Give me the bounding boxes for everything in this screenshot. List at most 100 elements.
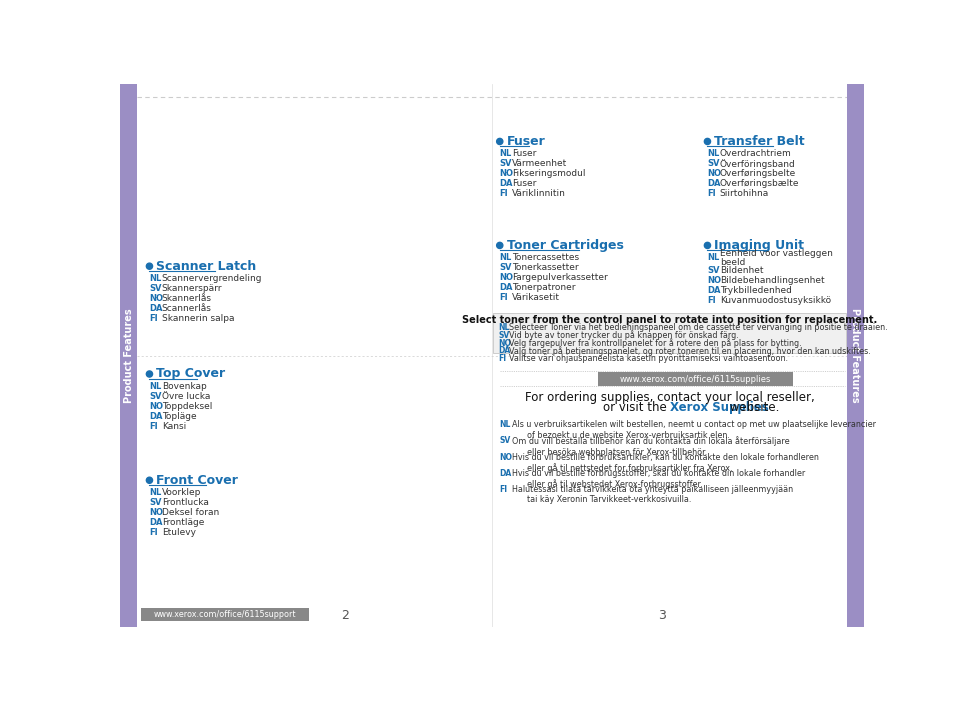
Text: DA: DA: [498, 346, 511, 356]
Text: SV: SV: [500, 159, 513, 168]
Text: Skannerspärr: Skannerspärr: [162, 284, 223, 293]
Text: Övre lucka: Övre lucka: [162, 392, 210, 401]
Text: Tonercassettes: Tonercassettes: [512, 253, 579, 262]
Text: Halutessasi tilata tarvikkeita ota yhteyttä paikalliseen jälleenmyyjään
      ta: Halutessasi tilata tarvikkeita ota yhtey…: [512, 485, 793, 504]
Text: Overføringsbælte: Overføringsbælte: [720, 180, 800, 188]
Text: Overdrachtriem: Overdrachtriem: [720, 149, 792, 158]
Text: Top Cover: Top Cover: [156, 367, 226, 380]
Text: 2: 2: [341, 608, 348, 622]
Text: NO: NO: [708, 277, 722, 285]
Text: Valg toner på betjeningspanelet, og roter toneren til en placering, hvor den kan: Valg toner på betjeningspanelet, og rote…: [509, 346, 871, 356]
Text: Topläge: Topläge: [162, 412, 197, 421]
Text: Tonerpatroner: Tonerpatroner: [512, 283, 576, 292]
Text: Product Features: Product Features: [851, 308, 860, 403]
Text: SV: SV: [150, 392, 162, 401]
Text: Om du vill beställa tillbehör kan du kontakta din lokala återförsäljare
      el: Om du vill beställa tillbehör kan du kon…: [512, 436, 790, 457]
Text: Väriklinnitin: Väriklinnitin: [512, 189, 566, 199]
Text: SV: SV: [150, 284, 162, 293]
Text: Fuser: Fuser: [512, 180, 537, 188]
Text: FI: FI: [500, 294, 509, 302]
Text: NO: NO: [150, 294, 163, 303]
Text: NL: NL: [498, 323, 510, 332]
Text: NO: NO: [500, 273, 514, 282]
Text: NL: NL: [708, 149, 720, 158]
Text: Frontläge: Frontläge: [162, 518, 204, 527]
Text: Hvis du vil bestille forbruksartikler, kan du kontakte den lokale forhandleren
 : Hvis du vil bestille forbruksartikler, k…: [512, 453, 819, 473]
Text: NL: NL: [150, 382, 161, 391]
Text: Toppdeksel: Toppdeksel: [162, 402, 212, 411]
Text: or visit the: or visit the: [603, 401, 670, 414]
Text: Scannerlås: Scannerlås: [162, 304, 212, 313]
Text: Kuvanmuodostusyksikkö: Kuvanmuodostusyksikkö: [720, 296, 831, 306]
Text: SV: SV: [708, 159, 720, 168]
Text: Product Features: Product Features: [124, 308, 133, 403]
Text: NL: NL: [500, 149, 512, 158]
Text: 3: 3: [659, 608, 666, 622]
Text: DA: DA: [500, 469, 512, 478]
Text: FI: FI: [708, 296, 716, 306]
Text: Fuser: Fuser: [507, 135, 545, 148]
Text: For ordering supplies, contact your local reseller,: For ordering supplies, contact your loca…: [525, 391, 815, 403]
Circle shape: [705, 139, 710, 144]
Circle shape: [705, 242, 710, 249]
Text: DA: DA: [150, 304, 163, 313]
FancyBboxPatch shape: [598, 372, 794, 386]
Text: NO: NO: [150, 402, 163, 411]
Text: DA: DA: [500, 180, 514, 188]
Text: NO: NO: [150, 508, 163, 517]
Text: Bildebehandlingsenhet: Bildebehandlingsenhet: [720, 277, 825, 285]
Text: DA: DA: [150, 412, 163, 421]
Text: Etulevy: Etulevy: [162, 528, 196, 537]
Text: DA: DA: [708, 287, 721, 296]
Text: FI: FI: [150, 422, 158, 431]
Text: Velg fargepulver fra kontrollpanelet for å rotere den på plass for bytting.: Velg fargepulver fra kontrollpanelet for…: [509, 338, 802, 348]
Text: Värmeenhet: Värmeenhet: [512, 159, 567, 168]
Text: Vid byte av toner trycker du på knappen för önskad färg.: Vid byte av toner trycker du på knappen …: [509, 331, 739, 341]
Text: FI: FI: [708, 189, 716, 199]
Text: NL: NL: [500, 253, 512, 262]
Text: www.xerox.com/office/6115supplies: www.xerox.com/office/6115supplies: [620, 375, 772, 384]
Text: FI: FI: [498, 354, 506, 363]
Text: SV: SV: [150, 498, 162, 507]
Text: Tonerkassetter: Tonerkassetter: [512, 263, 579, 272]
Text: Bildenhet: Bildenhet: [720, 266, 763, 275]
Text: Hvis du vil bestille forbrugsstoffer, skal du kontakte din lokale forhandler
   : Hvis du vil bestille forbrugsstoffer, sk…: [512, 469, 805, 489]
Text: www.xerox.com/office/6115support: www.xerox.com/office/6115support: [154, 610, 296, 619]
Text: Toner Cartridges: Toner Cartridges: [507, 239, 624, 252]
FancyBboxPatch shape: [120, 84, 137, 627]
Text: Fuser: Fuser: [512, 149, 537, 158]
Text: NL: NL: [150, 488, 161, 497]
Text: NL: NL: [708, 253, 720, 262]
Text: SV: SV: [498, 331, 510, 340]
Text: FI: FI: [500, 189, 509, 199]
Text: website.: website.: [726, 401, 780, 414]
Text: Skannerin salpa: Skannerin salpa: [162, 314, 234, 323]
FancyBboxPatch shape: [492, 313, 846, 353]
Text: Bovenkap: Bovenkap: [162, 382, 206, 391]
Text: Front Cover: Front Cover: [156, 474, 238, 486]
FancyBboxPatch shape: [141, 608, 309, 621]
Text: Voorklep: Voorklep: [162, 488, 202, 497]
Text: DA: DA: [150, 518, 163, 527]
Text: Värikasetit: Värikasetit: [512, 294, 560, 302]
Text: SV: SV: [500, 436, 511, 446]
Text: Valitse väri ohjauspaneelista kasetin pyörittämiseksi vaihtoasentoon.: Valitse väri ohjauspaneelista kasetin py…: [509, 354, 788, 363]
Text: NO: NO: [498, 339, 511, 348]
Text: FI: FI: [150, 528, 158, 537]
Text: Kansi: Kansi: [162, 422, 186, 431]
Text: beeld: beeld: [720, 258, 745, 267]
Circle shape: [496, 242, 503, 249]
Text: Eenheid voor vastleggen: Eenheid voor vastleggen: [720, 249, 832, 258]
Circle shape: [146, 263, 153, 270]
Text: Xerox Supplies: Xerox Supplies: [670, 401, 769, 414]
Text: Selecteer Toner via het bedieningspaneel om de cassette ter vervanging in positi: Selecteer Toner via het bedieningspaneel…: [509, 323, 888, 332]
Text: Siirtohihna: Siirtohihna: [720, 189, 769, 199]
Text: NL: NL: [150, 274, 161, 283]
Text: Fargepulverkassetter: Fargepulverkassetter: [512, 273, 608, 282]
Text: Overføringsbelte: Overføringsbelte: [720, 169, 796, 178]
Text: Fikseringsmodul: Fikseringsmodul: [512, 169, 586, 178]
Text: SV: SV: [708, 266, 720, 275]
Text: Överföringsband: Överföringsband: [720, 159, 796, 169]
Text: Als u verbruiksartikelen wilt bestellen, neemt u contact op met uw plaatselijke : Als u verbruiksartikelen wilt bestellen,…: [512, 420, 876, 439]
Circle shape: [496, 139, 503, 144]
